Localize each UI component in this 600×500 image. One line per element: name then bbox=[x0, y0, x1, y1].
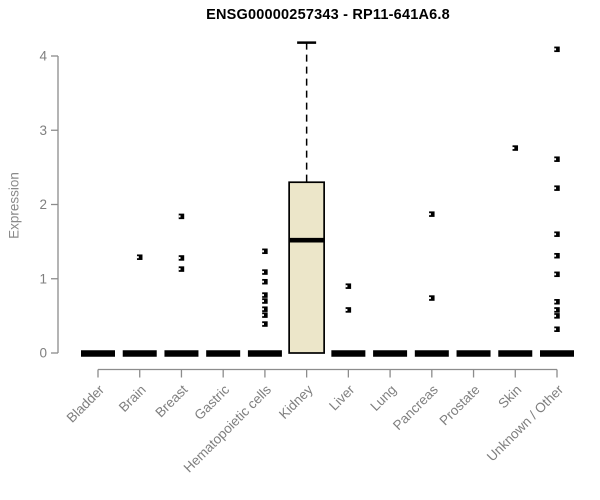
data-point bbox=[262, 321, 268, 327]
data-point-notch bbox=[429, 297, 431, 300]
collapsed-box-pancreas bbox=[414, 350, 449, 357]
x-tick-label: Gastric bbox=[191, 382, 232, 423]
data-point-notch bbox=[554, 314, 557, 317]
data-point bbox=[554, 185, 560, 191]
y-tick-label: 4 bbox=[39, 49, 47, 64]
collapsed-box-breast bbox=[164, 350, 199, 357]
data-point bbox=[262, 248, 268, 255]
data-point-notch bbox=[136, 256, 139, 259]
data-point-notch bbox=[429, 213, 431, 216]
data-point-notch bbox=[262, 250, 264, 253]
data-point bbox=[262, 278, 268, 285]
data-point bbox=[554, 252, 560, 259]
data-point bbox=[345, 283, 352, 289]
data-point-notch bbox=[554, 308, 557, 311]
y-tick-label: 1 bbox=[39, 271, 47, 286]
x-tick-label: Prostate bbox=[437, 382, 483, 428]
collapsed-box-bladder bbox=[81, 350, 115, 357]
x-tick-label: Bladder bbox=[64, 382, 108, 426]
collapsed-box-unknown-other bbox=[540, 350, 574, 357]
x-tick-label: Skin bbox=[495, 382, 524, 411]
collapsed-box-lung bbox=[373, 350, 408, 357]
data-point-notch bbox=[554, 233, 557, 236]
data-point-notch bbox=[262, 294, 264, 297]
x-tick-label: Liver bbox=[326, 382, 358, 414]
data-point bbox=[178, 266, 185, 272]
data-point-notch bbox=[262, 280, 264, 283]
collapsed-box-gastric bbox=[206, 350, 241, 357]
data-point-notch bbox=[554, 273, 557, 276]
chart-title: ENSG00000257343 - RP11-641A6.8 bbox=[206, 7, 450, 23]
collapsed-box-hematopoietic-cells bbox=[247, 350, 282, 357]
collapsed-box-skin bbox=[498, 350, 533, 357]
x-tick-label: Brain bbox=[116, 382, 149, 415]
data-point-notch bbox=[554, 300, 557, 303]
data-point bbox=[345, 307, 352, 313]
y-tick-label: 3 bbox=[39, 123, 47, 138]
data-point bbox=[178, 255, 185, 261]
data-point bbox=[554, 156, 560, 162]
x-tick-label: Breast bbox=[152, 382, 190, 420]
data-point-notch bbox=[262, 314, 264, 317]
data-point-notch bbox=[554, 328, 557, 331]
y-tick-label: 0 bbox=[39, 346, 47, 361]
data-point bbox=[262, 312, 268, 318]
data-point bbox=[136, 254, 143, 260]
data-point-notch bbox=[262, 271, 264, 274]
data-point bbox=[554, 326, 560, 332]
x-tick-label: Kidney bbox=[276, 382, 316, 422]
data-point bbox=[178, 213, 185, 220]
data-point bbox=[429, 211, 435, 217]
data-point bbox=[429, 295, 435, 301]
data-point-notch bbox=[178, 268, 181, 271]
x-tick-label: Lung bbox=[367, 382, 399, 414]
collapsed-box-liver bbox=[331, 350, 366, 357]
y-tick-label: 2 bbox=[39, 197, 47, 212]
collapsed-box-brain bbox=[122, 350, 157, 357]
data-point-notch bbox=[262, 323, 264, 326]
data-point bbox=[262, 292, 268, 298]
data-point-notch bbox=[554, 48, 557, 51]
data-point-notch bbox=[262, 300, 264, 303]
data-point-notch bbox=[554, 187, 557, 190]
box-kidney bbox=[288, 181, 325, 354]
data-point bbox=[262, 298, 268, 304]
data-point bbox=[554, 271, 560, 278]
data-point-notch bbox=[178, 215, 181, 218]
x-tick-label: Pancreas bbox=[390, 382, 441, 433]
data-point bbox=[554, 231, 560, 237]
data-point-notch bbox=[554, 254, 557, 257]
data-point bbox=[512, 145, 519, 151]
data-point-notch bbox=[178, 256, 181, 259]
collapsed-box-prostate bbox=[456, 350, 491, 357]
data-point bbox=[262, 306, 268, 312]
data-point-notch bbox=[345, 285, 348, 288]
data-point bbox=[554, 313, 560, 319]
data-point bbox=[554, 299, 560, 305]
data-point bbox=[554, 46, 560, 53]
data-point bbox=[554, 307, 560, 313]
data-point-notch bbox=[512, 147, 515, 150]
data-point-notch bbox=[554, 158, 557, 161]
data-point-notch bbox=[262, 308, 264, 311]
data-point-notch bbox=[345, 308, 348, 311]
x-tick-label: Unknown / Other bbox=[484, 382, 567, 465]
data-point bbox=[262, 269, 268, 275]
